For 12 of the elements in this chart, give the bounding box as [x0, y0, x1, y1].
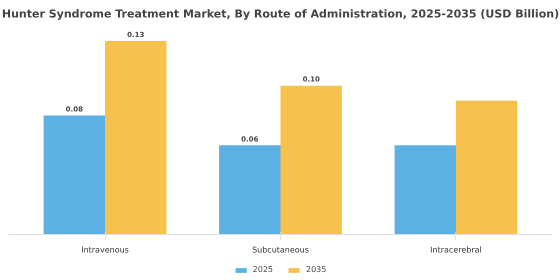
x-tick-label: Intracerebral — [430, 246, 482, 255]
bar — [280, 86, 342, 235]
bar — [105, 40, 166, 235]
legend-label: 2025 — [252, 265, 273, 274]
bar — [219, 145, 280, 235]
x-tick-label: Subcutaneous — [252, 246, 309, 255]
chart-title: Hunter Syndrome Treatment Market, By Route of Administration, 2025-2035 (USD Billion) — [2, 8, 560, 20]
bar — [44, 115, 106, 235]
bar — [456, 100, 518, 235]
legend-label: 2035 — [306, 265, 326, 274]
x-tick-label: Intravenous — [81, 246, 129, 255]
bar — [394, 145, 456, 235]
